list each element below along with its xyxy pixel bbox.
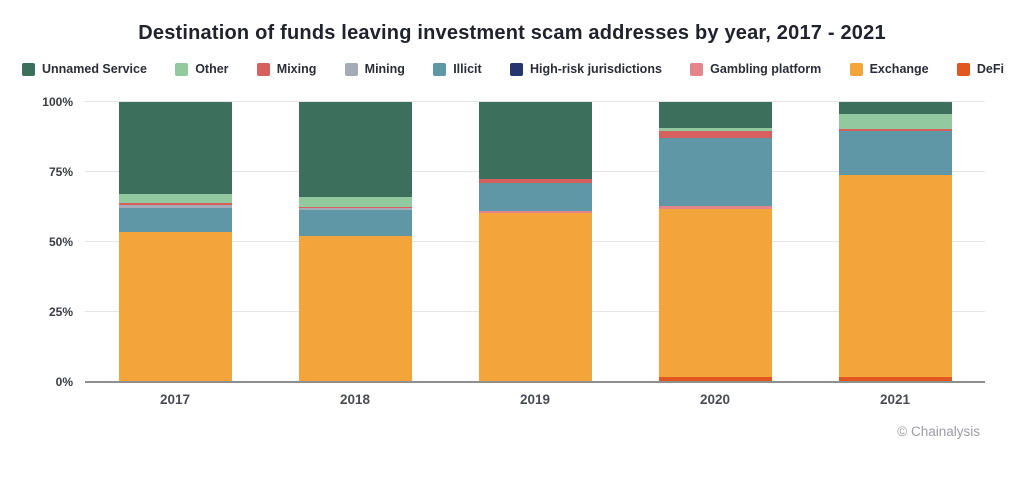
bar-segment-2020-exchange: [658, 208, 772, 377]
x-axis-line: [85, 381, 985, 383]
legend-swatch-icon: [690, 62, 704, 76]
stacked-bar-2020: [658, 102, 772, 382]
bar-segment-2017-mining: [118, 204, 232, 208]
bar-segment-2020-illicit: [658, 137, 772, 207]
bar-segment-2017-unnamed-service: [118, 102, 232, 195]
bar-segment-2021-unnamed-service: [838, 102, 952, 115]
y-axis-tick-label: 50%: [48, 235, 73, 249]
y-axis-tick-label: 75%: [48, 165, 73, 179]
legend-label: Unnamed Service: [42, 62, 147, 76]
bar-segment-2019-exchange: [478, 212, 592, 382]
legend-label: DeFi: [976, 62, 1004, 76]
legend-label: Mixing: [276, 62, 317, 76]
y-axis-tick-label: 0%: [55, 375, 73, 389]
legend-label: Illicit: [453, 62, 482, 76]
bar-segment-2021-illicit: [838, 131, 952, 176]
legend-label: Other: [195, 62, 229, 76]
legend-swatch-icon: [22, 62, 35, 76]
y-axis-tick-label: 100%: [42, 95, 73, 109]
legend-swatch-icon: [344, 62, 358, 76]
legend-item-unnamed-service: Unnamed Service: [22, 62, 147, 76]
legend: Unnamed Service Other Mixing Mining Illicit H…: [22, 62, 1004, 76]
bar-segment-2020-mixing: [658, 131, 772, 138]
bar-segment-2019-illicit: [478, 183, 592, 212]
bar-segment-2019-gambling-platform: [478, 211, 592, 213]
legend-label: Gambling platform: [710, 62, 822, 76]
legend-item-mixing: Mixing: [256, 62, 317, 76]
legend-swatch-icon: [256, 62, 270, 76]
legend-label: Exchange: [869, 62, 929, 76]
bar-segment-2020-gambling-platform: [658, 206, 772, 209]
bar-segment-2018-mixing: [298, 207, 412, 209]
stacked-bar-2019: [478, 102, 592, 382]
legend-swatch-icon: [956, 62, 970, 76]
bar-segment-2021-mixing: [838, 129, 952, 132]
bar-segment-2017-illicit: [118, 207, 232, 233]
bar-segment-2020-other: [658, 127, 772, 132]
bar-segment-2021-defi: [838, 376, 952, 382]
bar-segment-2018-mining: [298, 208, 412, 211]
bar-segment-2018-illicit: [298, 210, 412, 237]
legend-label: High-risk jurisdictions: [529, 62, 662, 76]
bar-segment-2021-exchange: [838, 175, 952, 377]
bars-container: [85, 102, 985, 382]
gridline-100: [85, 101, 985, 102]
stacked-bar-2021: [838, 102, 952, 382]
legend-item-defi: DeFi: [956, 62, 1004, 76]
x-axis-label-2021: 2021: [879, 392, 911, 407]
bar-segment-2019-mixing: [478, 179, 592, 184]
bar-segment-2021-other: [838, 114, 952, 130]
legend-item-high-risk-jurisdictions: High-risk jurisdictions: [509, 62, 662, 76]
chart-title: Destination of funds leaving investment …: [138, 22, 886, 44]
y-axis-tick-label: 25%: [48, 305, 73, 319]
bar-segment-2018-other: [298, 196, 412, 208]
x-axis-label-2019: 2019: [519, 392, 551, 407]
x-axis-label-2018: 2018: [339, 392, 371, 407]
plot-area: 0% 25% 50% 75% 100%: [42, 95, 985, 389]
legend-swatch-icon: [509, 62, 523, 76]
legend-label: Mining: [364, 62, 405, 76]
bar-segment-2020-defi: [658, 376, 772, 382]
legend-swatch-icon: [433, 62, 447, 76]
legend-item-illicit: Illicit: [433, 62, 482, 76]
bar-segment-2018-exchange: [298, 236, 412, 381]
legend-swatch-icon: [175, 62, 189, 76]
stacked-bar-2017: [118, 102, 232, 382]
bar-segment-2017-exchange: [118, 232, 232, 382]
stacked-bar-2018: [298, 102, 412, 382]
bar-segment-2018-unnamed-service: [298, 102, 412, 197]
bar-segment-2020-unnamed-service: [658, 102, 772, 128]
bar-segment-2017-mixing: [118, 202, 232, 205]
legend-swatch-icon: [849, 62, 863, 76]
legend-item-gambling-platform: Gambling platform: [690, 62, 821, 76]
x-axis-labels: 2017 2018 2019 2020 2021: [85, 392, 985, 407]
credit-text: © Chainalysis: [897, 424, 980, 439]
x-axis-label-2020: 2020: [699, 392, 731, 407]
x-axis-label-2017: 2017: [159, 392, 191, 407]
legend-item-other: Other: [175, 62, 229, 76]
legend-item-exchange: Exchange: [849, 62, 929, 76]
bar-segment-2017-other: [118, 194, 232, 203]
legend-item-mining: Mining: [344, 62, 405, 76]
bar-segment-2019-unnamed-service: [478, 102, 592, 180]
